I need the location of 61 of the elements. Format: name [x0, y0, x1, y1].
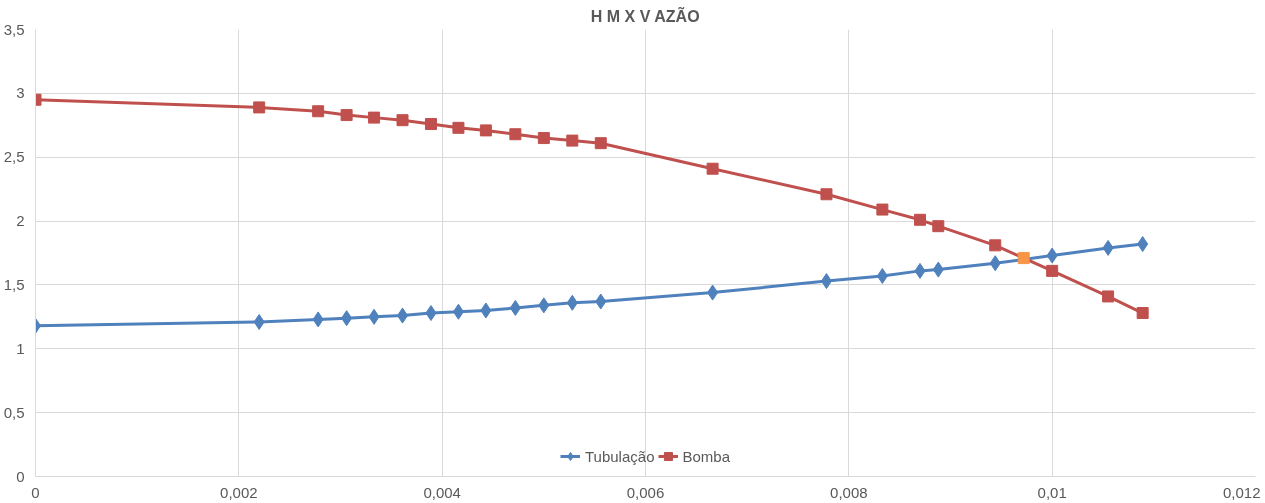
point	[932, 261, 944, 278]
point	[424, 118, 437, 131]
point	[396, 114, 409, 127]
point	[989, 239, 1002, 252]
point	[368, 111, 381, 124]
point	[312, 105, 325, 118]
point	[1046, 247, 1058, 264]
point	[452, 303, 464, 320]
point	[425, 305, 437, 322]
y-tick-label: 0	[16, 467, 25, 485]
y-tick-label: 0,5	[3, 403, 25, 421]
legend-label: Bomba	[682, 447, 731, 465]
point	[253, 101, 266, 114]
point	[566, 134, 579, 147]
point	[566, 294, 578, 311]
point	[368, 308, 380, 325]
point	[820, 273, 832, 290]
point	[1102, 290, 1115, 303]
y-tick-label: 3,5	[3, 20, 25, 38]
point	[312, 311, 324, 328]
point	[397, 307, 409, 324]
point	[253, 313, 265, 330]
y-tick-label: 1	[16, 339, 25, 357]
point	[989, 255, 1001, 272]
point	[480, 302, 492, 319]
point	[914, 262, 926, 279]
point	[914, 213, 926, 226]
point	[876, 267, 888, 284]
point	[340, 109, 353, 122]
point	[1046, 264, 1059, 277]
x-tick-label: 0,012	[1222, 483, 1261, 501]
y-tick-label: 2,5	[3, 148, 25, 166]
x-tick-label: 0,01	[1037, 483, 1067, 501]
point	[876, 203, 889, 216]
x-tick-label: 0,002	[220, 483, 258, 501]
point	[538, 297, 550, 314]
point	[341, 310, 353, 327]
x-tick-label: 0,008	[830, 483, 868, 501]
point	[452, 121, 465, 134]
y-tick-label: 1,5	[3, 275, 25, 293]
point	[706, 162, 719, 175]
legend-label: Tubulação	[584, 447, 655, 465]
y-tick-label: 2	[16, 212, 25, 230]
x-tick-label: 0,004	[423, 483, 461, 501]
point	[1137, 236, 1149, 253]
point	[1102, 239, 1114, 256]
point	[820, 188, 833, 201]
point	[509, 299, 521, 316]
y-tick-label: 3	[16, 84, 25, 102]
chart-title: H M X V AZÃO	[590, 5, 700, 25]
point	[932, 220, 945, 233]
x-tick-label: 0,006	[626, 483, 665, 501]
point	[1136, 307, 1149, 320]
point	[595, 293, 607, 310]
point	[707, 284, 719, 301]
point	[1017, 252, 1030, 265]
point	[537, 132, 550, 145]
x-tick-label: 0	[31, 483, 40, 501]
point	[594, 137, 607, 150]
point	[509, 128, 522, 141]
point	[479, 124, 492, 137]
